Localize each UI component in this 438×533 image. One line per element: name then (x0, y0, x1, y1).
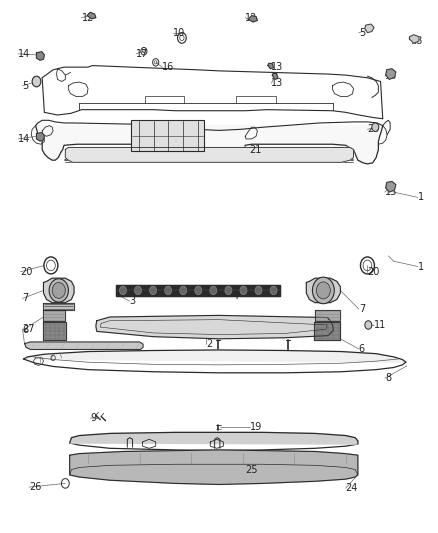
Circle shape (255, 286, 262, 295)
Polygon shape (87, 12, 96, 19)
Text: 13: 13 (272, 62, 284, 72)
Circle shape (32, 76, 41, 87)
Polygon shape (43, 303, 74, 310)
Text: 20: 20 (20, 267, 33, 277)
Polygon shape (43, 322, 66, 340)
Text: 12: 12 (81, 13, 94, 23)
Text: 8: 8 (385, 373, 391, 383)
Polygon shape (43, 310, 65, 321)
Polygon shape (365, 24, 374, 33)
Text: 4: 4 (232, 290, 238, 301)
Text: 15: 15 (385, 71, 397, 81)
Text: 5: 5 (359, 28, 365, 38)
Text: 27: 27 (22, 324, 35, 334)
Polygon shape (96, 316, 333, 339)
Text: 6: 6 (22, 325, 28, 335)
Text: 29: 29 (367, 124, 380, 134)
Polygon shape (306, 278, 340, 303)
Circle shape (134, 286, 141, 295)
Circle shape (49, 279, 68, 302)
Polygon shape (65, 148, 353, 163)
Text: 9: 9 (90, 413, 96, 423)
Polygon shape (386, 69, 396, 79)
Text: 20: 20 (367, 267, 380, 277)
Polygon shape (36, 133, 44, 141)
Circle shape (52, 282, 65, 298)
Text: 7: 7 (359, 304, 365, 314)
Polygon shape (43, 278, 74, 303)
Text: 15: 15 (385, 187, 397, 197)
Polygon shape (315, 310, 340, 321)
Text: 1: 1 (418, 192, 424, 203)
Circle shape (316, 282, 330, 299)
Circle shape (150, 286, 156, 295)
Circle shape (180, 286, 187, 295)
Text: 17: 17 (136, 49, 148, 59)
Text: 14: 14 (18, 134, 30, 144)
Text: 19: 19 (250, 422, 262, 432)
Polygon shape (70, 432, 358, 444)
FancyBboxPatch shape (131, 120, 204, 151)
Circle shape (365, 321, 372, 329)
Text: 24: 24 (346, 483, 358, 493)
Text: 1: 1 (418, 262, 424, 271)
Polygon shape (248, 15, 258, 22)
Text: 18: 18 (411, 36, 424, 45)
Text: 7: 7 (22, 293, 29, 303)
Circle shape (372, 123, 379, 132)
Circle shape (195, 286, 202, 295)
Text: 26: 26 (29, 482, 42, 492)
Polygon shape (410, 35, 419, 43)
Circle shape (120, 286, 127, 295)
Text: 13: 13 (272, 78, 284, 88)
Polygon shape (386, 181, 396, 192)
Text: 21: 21 (250, 144, 262, 155)
Polygon shape (25, 342, 143, 350)
Text: 5: 5 (22, 81, 29, 91)
Circle shape (210, 286, 217, 295)
Text: 10: 10 (173, 28, 185, 38)
Polygon shape (36, 52, 44, 60)
Polygon shape (268, 63, 274, 69)
Polygon shape (272, 74, 278, 79)
Circle shape (240, 286, 247, 295)
Text: 12: 12 (245, 13, 258, 23)
Circle shape (312, 277, 334, 304)
Text: 11: 11 (374, 320, 386, 330)
Text: 25: 25 (245, 465, 258, 474)
Circle shape (165, 286, 172, 295)
Text: 2: 2 (206, 338, 212, 349)
Polygon shape (70, 450, 358, 484)
Circle shape (225, 286, 232, 295)
Text: 3: 3 (130, 296, 136, 306)
Polygon shape (35, 126, 383, 164)
Circle shape (270, 286, 277, 295)
Polygon shape (314, 322, 340, 340)
Text: 6: 6 (359, 344, 365, 354)
Text: 16: 16 (162, 62, 174, 72)
Text: 14: 14 (18, 49, 30, 59)
Polygon shape (23, 350, 406, 362)
Polygon shape (117, 285, 280, 296)
